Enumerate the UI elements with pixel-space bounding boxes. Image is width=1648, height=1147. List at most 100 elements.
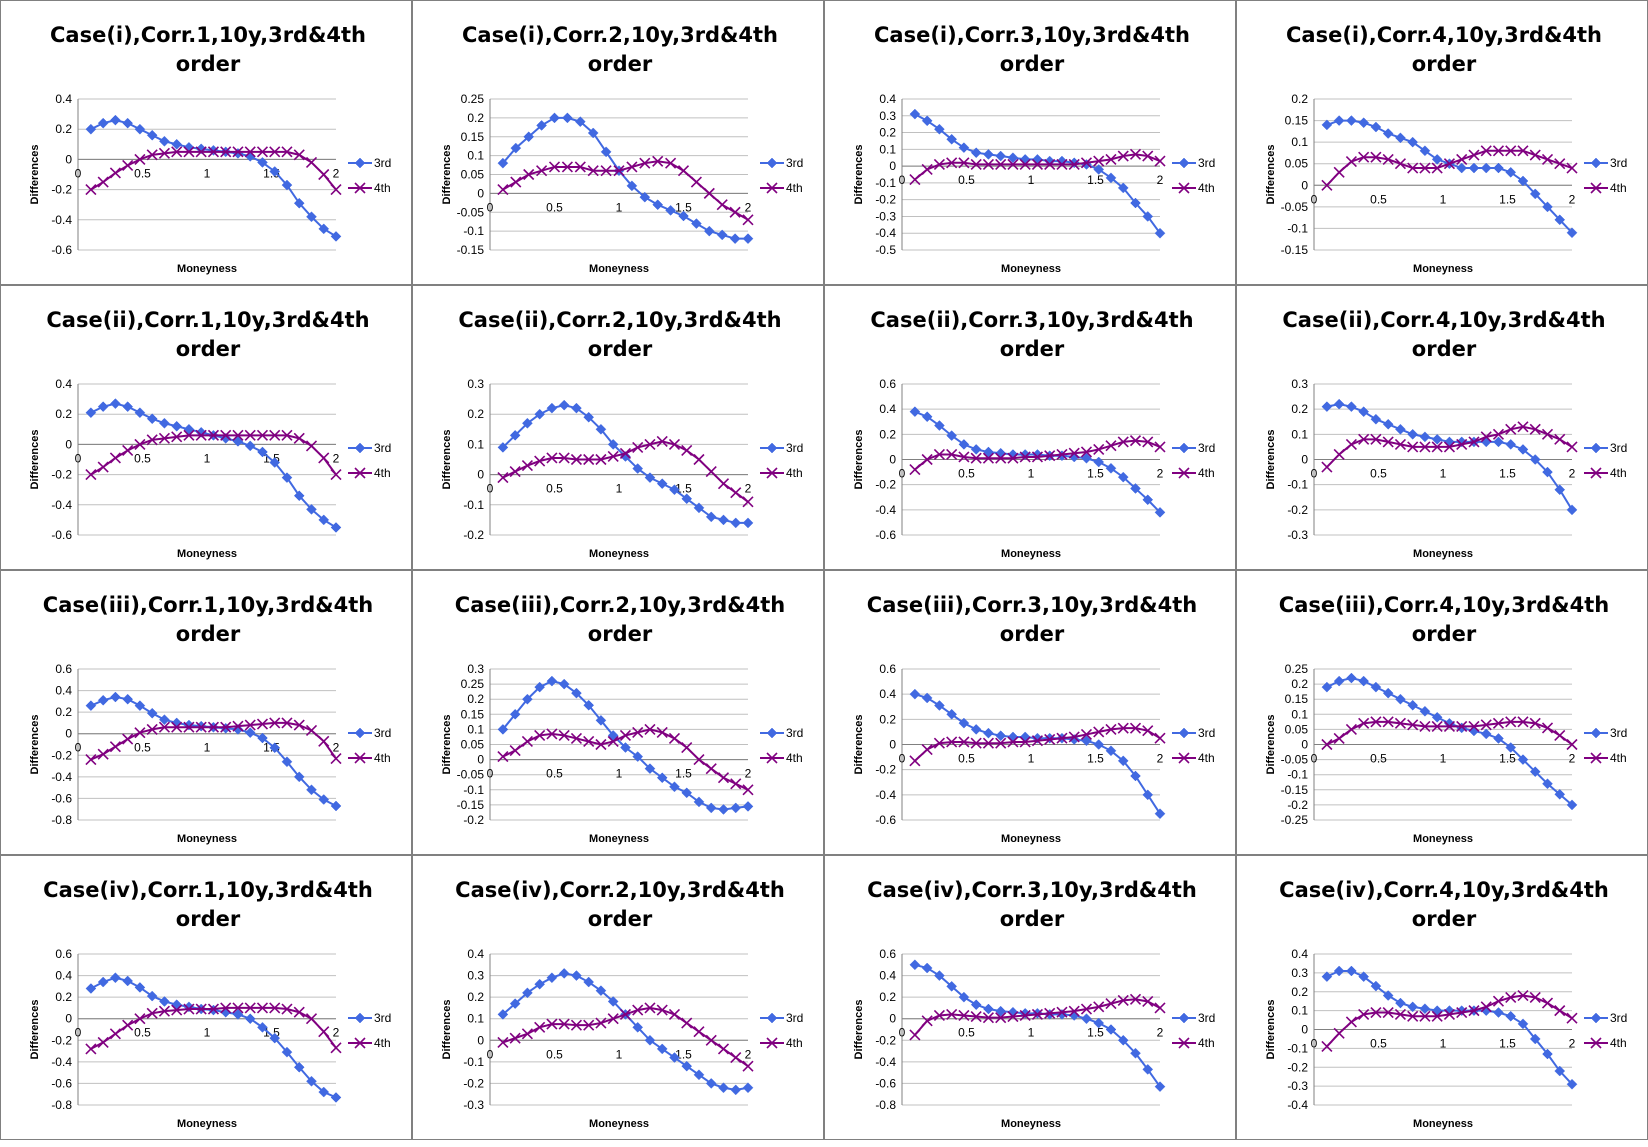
x-tick-label: 0 xyxy=(75,451,82,465)
data-point-4th xyxy=(1154,155,1166,167)
marker-cross-stroke xyxy=(1019,1009,1031,1022)
marker-cross-stroke xyxy=(933,1009,945,1022)
x-tick-label: 1 xyxy=(204,451,211,465)
marker-cross-stroke xyxy=(1456,720,1468,732)
data-point-4th xyxy=(681,741,693,754)
marker-cross-stroke xyxy=(1492,717,1505,729)
data-point-3rd xyxy=(1093,1017,1105,1029)
data-point-3rd xyxy=(669,1052,680,1063)
marker-cross-stroke xyxy=(1456,153,1468,165)
y-tick-label: -0.6 xyxy=(51,528,72,542)
x-tick-label: 2 xyxy=(333,741,340,755)
data-point-4th xyxy=(558,1018,570,1030)
data-point-4th xyxy=(1419,1010,1431,1022)
marker-cross-stroke xyxy=(354,467,366,479)
data-point-3rd xyxy=(523,131,535,143)
data-point-3rd xyxy=(909,959,921,971)
chart-title-line-2: order xyxy=(1000,907,1065,931)
y-tick-label: 0 xyxy=(477,1033,484,1047)
data-point-4th xyxy=(1492,995,1505,1007)
data-point-4th xyxy=(269,1002,281,1014)
data-point-4th xyxy=(109,167,121,179)
legend-item-4th: 4th xyxy=(1584,181,1627,195)
data-point-3rd xyxy=(306,503,317,515)
y-tick-label: -0.05 xyxy=(1281,753,1309,767)
data-point-3rd xyxy=(281,179,293,191)
marker-cross-stroke xyxy=(1056,158,1068,170)
data-point-4th xyxy=(256,146,269,158)
data-point-3rd xyxy=(558,968,570,979)
data-point-4th xyxy=(1370,151,1382,163)
marker-cross-stroke xyxy=(281,717,293,729)
marker-cross-stroke xyxy=(970,1010,982,1023)
data-point-3rd xyxy=(946,981,958,992)
x-tick-label: 1 xyxy=(204,1026,211,1040)
data-point-4th xyxy=(1382,153,1394,165)
x-axis-title: Moneyness xyxy=(177,1118,237,1130)
y-axis-title: Differences xyxy=(29,715,41,775)
marker-cross-stroke xyxy=(1068,447,1080,459)
x-tick-label: 0 xyxy=(899,1026,906,1040)
marker-cross-stroke xyxy=(256,146,269,158)
marker-cross-stroke xyxy=(171,431,183,443)
legend-label: 3rd xyxy=(374,1011,391,1025)
data-point-4th xyxy=(1529,991,1541,1003)
legend-label: 4th xyxy=(1610,751,1627,765)
marker-cross-stroke xyxy=(656,726,668,738)
data-point-4th xyxy=(521,735,533,748)
marker-cross-stroke xyxy=(1007,158,1019,170)
data-point-4th xyxy=(318,1026,330,1038)
data-point-4th xyxy=(1105,440,1117,452)
data-point-4th xyxy=(619,729,632,742)
data-point-3rd xyxy=(958,142,970,154)
marker-cross-stroke xyxy=(656,435,668,447)
marker-cross-stroke xyxy=(1517,989,1529,1002)
y-tick-label: -0.2 xyxy=(51,468,72,482)
data-point-3rd xyxy=(652,199,664,211)
series-3rd xyxy=(497,675,754,815)
marker-cross-stroke xyxy=(595,1017,607,1029)
marker-cross-stroke xyxy=(497,1036,509,1049)
marker-cross-stroke xyxy=(1056,1006,1068,1018)
marker-cross-stroke xyxy=(1333,448,1345,461)
legend-item-4th: 4th xyxy=(1172,181,1215,195)
data-point-4th xyxy=(995,158,1007,170)
marker-cross-stroke xyxy=(668,438,681,450)
data-point-3rd xyxy=(970,147,982,159)
marker-cross-stroke xyxy=(305,440,318,452)
data-point-4th xyxy=(523,168,535,181)
data-point-3rd xyxy=(921,692,933,704)
data-point-3rd xyxy=(510,142,522,154)
data-point-3rd xyxy=(1554,788,1566,800)
data-point-4th xyxy=(220,146,232,158)
data-point-4th xyxy=(1468,149,1480,161)
chart-title: Case(iii),Corr.4,10y,3rd&4th order xyxy=(1279,593,1609,646)
marker-cross-stroke xyxy=(146,434,158,446)
data-point-4th xyxy=(1456,720,1468,732)
y-tick-label: 0 xyxy=(1301,178,1308,192)
marker-cross-stroke xyxy=(1554,158,1566,170)
data-point-4th xyxy=(1456,438,1468,450)
marker-cross-stroke xyxy=(958,157,970,169)
marker-cross-stroke xyxy=(1443,441,1456,453)
legend-label: 4th xyxy=(1610,1036,1627,1050)
data-point-3rd xyxy=(644,472,656,483)
data-point-4th xyxy=(1080,157,1093,169)
marker-cross-stroke xyxy=(232,720,244,732)
y-tick-label: 0.25 xyxy=(461,92,485,106)
marker-cross-stroke xyxy=(632,441,644,453)
data-point-4th xyxy=(1492,717,1505,729)
chart-title: Case(iii),Corr.1,10y,3rd&4th order xyxy=(43,593,373,646)
data-point-4th xyxy=(269,146,281,158)
x-axis-title: Moneyness xyxy=(1001,548,1061,560)
y-tick-label: 0.2 xyxy=(879,126,896,140)
data-point-4th xyxy=(1142,436,1154,448)
data-point-4th xyxy=(705,1034,717,1046)
data-point-3rd xyxy=(693,502,705,514)
data-point-4th xyxy=(1407,719,1419,731)
marker-cross-stroke xyxy=(1345,1016,1357,1028)
x-tick-label: 2 xyxy=(1157,467,1164,481)
data-point-3rd xyxy=(1517,175,1529,187)
marker-cross-stroke xyxy=(1154,1002,1166,1014)
data-point-4th xyxy=(305,724,318,737)
